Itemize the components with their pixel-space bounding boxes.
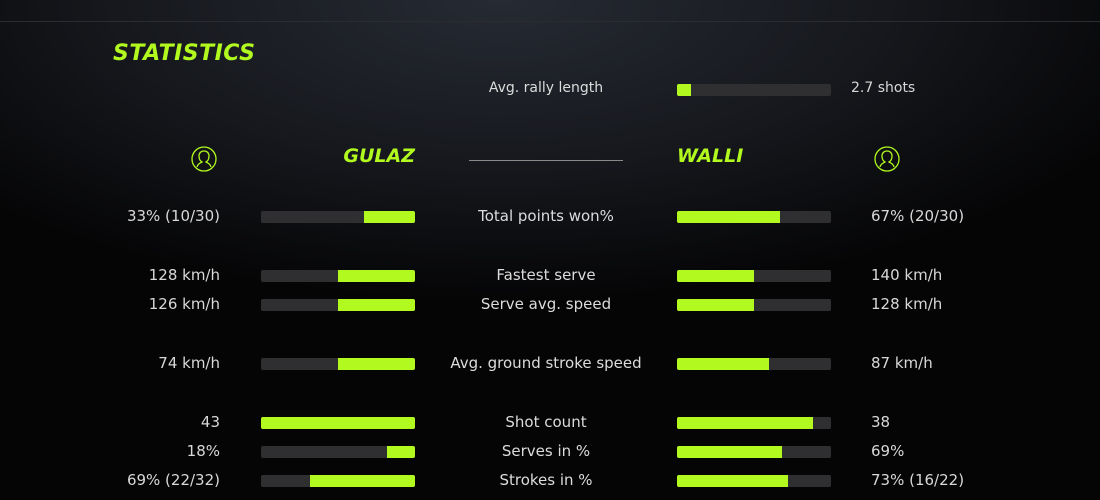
stat-left-value: 33% (10/30) xyxy=(126,207,220,225)
rally-value: 2.7 shots xyxy=(851,80,916,96)
stat-label: Total points won% xyxy=(478,207,614,225)
stat-left-value: 18% xyxy=(186,442,220,460)
top-divider xyxy=(0,21,1100,22)
stat-left-value: 43 xyxy=(200,413,220,431)
stat-right-bar xyxy=(677,358,831,370)
stat-right-bar xyxy=(677,270,831,282)
stat-right-bar xyxy=(677,299,831,311)
stat-left-value: 69% (22/32) xyxy=(126,471,220,489)
stat-left-bar-fill xyxy=(338,358,415,370)
page-title: STATISTICS xyxy=(113,41,256,66)
rally-bar xyxy=(677,84,831,96)
stat-right-bar xyxy=(677,475,831,487)
stat-label: Fastest serve xyxy=(496,266,596,284)
stat-label: Serves in % xyxy=(501,442,591,460)
stat-right-bar-fill xyxy=(677,417,813,429)
rally-label: Avg. rally length xyxy=(488,80,604,96)
player-right-name: WALLI xyxy=(677,145,744,167)
header-divider xyxy=(469,160,623,161)
stat-left-value: 126 km/h xyxy=(148,295,220,313)
stat-right-value: 67% (20/30) xyxy=(871,207,965,225)
stat-left-bar xyxy=(261,358,415,370)
stat-right-value: 73% (16/22) xyxy=(871,471,965,489)
stat-left-bar-fill xyxy=(338,299,415,311)
stat-label: Shot count xyxy=(505,413,587,431)
stat-left-bar xyxy=(261,475,415,487)
stat-label: Avg. ground stroke speed xyxy=(450,354,642,372)
stat-left-value: 74 km/h xyxy=(158,354,220,372)
stat-left-bar xyxy=(261,299,415,311)
stat-right-bar-fill xyxy=(677,270,754,282)
user-circle-icon xyxy=(191,146,217,172)
rally-bar-fill xyxy=(677,84,691,96)
stat-right-bar-fill xyxy=(677,446,782,458)
stat-left-bar-fill xyxy=(261,417,415,429)
stat-right-bar-fill xyxy=(677,358,770,370)
stat-left-bar xyxy=(261,211,415,223)
stat-right-bar-fill xyxy=(677,211,781,223)
stat-right-bar xyxy=(677,211,831,223)
stat-label: Strokes in % xyxy=(499,471,593,489)
stat-left-bar xyxy=(261,270,415,282)
stat-left-bar xyxy=(261,446,415,458)
stat-right-value: 140 km/h xyxy=(871,266,943,284)
stat-right-bar-fill xyxy=(677,299,754,311)
stat-label: Serve avg. speed xyxy=(480,295,612,313)
user-circle-icon xyxy=(874,146,900,172)
stat-left-bar-fill xyxy=(364,211,415,223)
stat-right-value: 87 km/h xyxy=(871,354,933,372)
stat-left-bar-fill xyxy=(310,475,415,487)
stat-left-bar-fill xyxy=(338,270,415,282)
stat-right-value: 128 km/h xyxy=(871,295,943,313)
stat-right-bar-fill xyxy=(677,475,788,487)
stat-right-value: 69% xyxy=(871,442,905,460)
stat-right-value: 38 xyxy=(871,413,891,431)
stat-left-bar xyxy=(261,417,415,429)
stat-left-value: 128 km/h xyxy=(148,266,220,284)
stat-right-bar xyxy=(677,446,831,458)
player-left-name: GULAZ xyxy=(343,145,415,167)
stat-right-bar xyxy=(677,417,831,429)
stat-left-bar-fill xyxy=(387,446,415,458)
